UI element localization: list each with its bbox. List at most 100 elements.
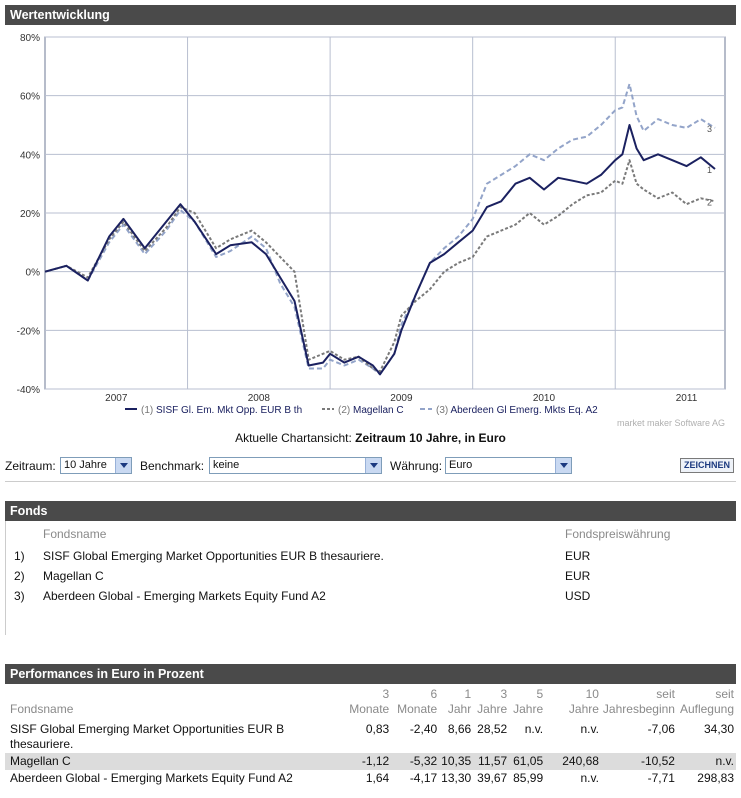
- perf-ytd: -7,06: [647, 722, 675, 736]
- legend-entry: (2) Magellan C: [338, 405, 404, 416]
- perf-col-3m: 3 Monate: [349, 687, 390, 716]
- perf-6m: -2,40: [409, 722, 438, 736]
- fonds-row-name: Aberdeen Global - Emerging Markets Equit…: [43, 589, 326, 603]
- perf-5y: 61,05: [509, 753, 546, 770]
- series-end-label: 1: [707, 165, 712, 175]
- chart-section-header: Wertentwicklung: [5, 5, 736, 25]
- table-row: Aberdeen Global - Emerging Markets Equit…: [5, 770, 736, 787]
- caption-prefix: Aktuelle Chartansicht:: [235, 431, 352, 445]
- fonds-row: 3) Aberdeen Global - Emerging Markets Eq…: [6, 588, 737, 606]
- fonds-row-num: 2): [14, 569, 25, 583]
- fonds-row-currency: EUR: [565, 549, 591, 563]
- perf-ytd: -10,52: [600, 753, 677, 770]
- perf-since: 298,83: [697, 771, 734, 785]
- fonds-row-num: 3): [14, 589, 25, 603]
- perf-col-ytd: seit Jahresbeginn: [602, 687, 675, 716]
- x-tick-label: 2009: [390, 393, 413, 404]
- benchmark-select[interactable]: keine: [209, 457, 382, 474]
- series-end-label: 2: [707, 197, 712, 207]
- y-tick-label: -40%: [17, 385, 40, 396]
- caption-value: Zeitraum 10 Jahre, in Euro: [355, 431, 506, 445]
- draw-button[interactable]: ZEICHNEN: [679, 458, 734, 473]
- legend-entry: (3) Aberdeen Gl Emerg. Mkts Eq. A2: [436, 405, 598, 416]
- zeitraum-select[interactable]: 10 Jahre: [60, 457, 132, 474]
- perf-6m: -4,17: [409, 771, 438, 785]
- series-line-2: [44, 159, 716, 373]
- chevron-down-icon: [365, 458, 381, 473]
- perf-3m: 0,83: [365, 722, 390, 736]
- watermark: market maker Software AG: [617, 418, 725, 427]
- chevron-down-icon: [555, 458, 571, 473]
- fonds-row: 2) Magellan C EUR: [6, 568, 737, 586]
- perf-col-5y: 5 Jahre: [513, 687, 544, 716]
- waehrung-label: Währung:: [390, 459, 443, 473]
- legend-label: Magellan C: [353, 405, 404, 416]
- chart-caption: Aktuelle Chartansicht: Zeitraum 10 Jahre…: [0, 431, 741, 445]
- zeitraum-value: 10 Jahre: [64, 459, 107, 471]
- legend-index: (3): [436, 405, 450, 416]
- perf-since: n.v.: [676, 753, 736, 770]
- legend-label: SISF Gl. Em. Mkt Opp. EUR B th: [156, 405, 302, 416]
- x-tick-label: 2010: [533, 393, 556, 404]
- fonds-row-currency: USD: [565, 589, 591, 603]
- x-tick-label: 2007: [105, 393, 128, 404]
- perf-name: SISF Global Emerging Market Opportunitie…: [10, 722, 285, 751]
- fonds-row-currency: EUR: [565, 569, 591, 583]
- x-tick-label: 2008: [248, 393, 271, 404]
- divider: [5, 481, 736, 482]
- series-line-1: [44, 124, 716, 376]
- perf-ytd: -7,71: [647, 771, 675, 785]
- perf-since: 34,30: [703, 722, 734, 736]
- fonds-section-header: Fonds: [5, 501, 736, 521]
- waehrung-select[interactable]: Euro: [445, 457, 572, 474]
- y-tick-label: -20%: [17, 326, 40, 337]
- series-line-3: [44, 82, 716, 376]
- perf-3y: 39,67: [477, 771, 508, 785]
- perf-col-6m: 6 Monate: [397, 687, 438, 716]
- performance-header-row: Fondsname 3 Monate 6 Monate 1 Jahr 3 Jahre 5…: [5, 685, 736, 721]
- perf-name: Magellan C: [5, 753, 332, 770]
- benchmark-label: Benchmark:: [140, 459, 205, 473]
- fonds-list: Fondsname Fondspreiswährung 1) SISF Glob…: [5, 521, 737, 635]
- fonds-col-currency: Fondspreiswährung: [565, 527, 671, 541]
- perf-10y: 240,68: [545, 753, 601, 770]
- perf-6m: -5,32: [391, 753, 440, 770]
- perf-name: Aberdeen Global - Emerging Markets Equit…: [10, 771, 293, 785]
- perf-3m: 1,64: [365, 771, 390, 785]
- performance-chart: 80% 60% 40% 20% 0% -20% -40% 2007 2008 2009 2010 20…: [17, 33, 726, 427]
- y-tick-label: 20%: [20, 209, 40, 220]
- perf-col-1y: 1 Jahr: [447, 687, 472, 716]
- perf-1y: 10,35: [439, 753, 474, 770]
- y-tick-label: 80%: [20, 33, 40, 44]
- performance-table: Fondsname 3 Monate 6 Monate 1 Jahr 3 Jahre 5…: [5, 685, 736, 787]
- fonds-row-name: Magellan C: [43, 569, 104, 583]
- perf-3m: -1,12: [331, 753, 392, 770]
- fonds-row: 1) SISF Global Emerging Market Opportuni…: [6, 548, 737, 566]
- fonds-row-num: 1): [14, 549, 25, 563]
- perf-10y: n.v.: [580, 722, 599, 736]
- benchmark-value: keine: [213, 459, 240, 471]
- series-end-label: 3: [707, 124, 712, 134]
- legend-index: (1): [141, 405, 156, 416]
- perf-3y: 28,52: [477, 722, 508, 736]
- fonds-col-name: Fondsname: [43, 527, 107, 541]
- legend-index: (2): [338, 405, 353, 416]
- zeitraum-label: Zeitraum:: [5, 459, 56, 473]
- chevron-down-icon: [115, 458, 131, 473]
- legend-entry: (1) SISF Gl. Em. Mkt Opp. EUR B th: [141, 405, 302, 416]
- perf-5y: n.v.: [524, 722, 544, 736]
- perf-col-10y: 10 Jahre: [568, 687, 599, 716]
- chart-controls: Zeitraum: 10 Jahre Benchmark: keine Währ…: [5, 456, 736, 476]
- y-tick-label: 60%: [20, 92, 40, 103]
- perf-1y: 8,66: [447, 722, 472, 736]
- perf-col-since: seit Auflegung: [679, 687, 734, 716]
- waehrung-value: Euro: [449, 459, 473, 471]
- performance-section-header: Performances in Euro in Prozent: [5, 664, 736, 684]
- legend-label: Aberdeen Gl Emerg. Mkts Eq. A2: [450, 405, 598, 416]
- perf-3y: 11,57: [473, 753, 510, 770]
- fonds-row-name: SISF Global Emerging Market Opportunitie…: [43, 549, 384, 563]
- perf-10y: n.v.: [580, 771, 599, 785]
- y-tick-label: 40%: [20, 150, 40, 161]
- perf-1y: 13,30: [441, 771, 472, 785]
- perf-col-name: Fondsname: [10, 702, 74, 716]
